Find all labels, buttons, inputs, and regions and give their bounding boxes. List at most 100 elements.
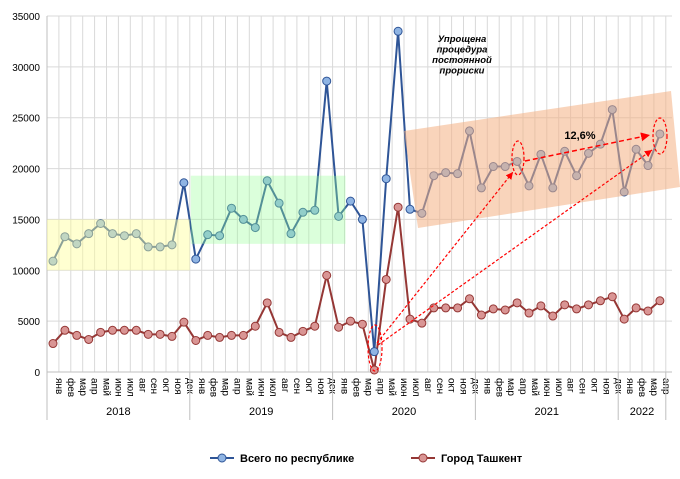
data-point-total [250, 223, 260, 233]
x-year-label: 2020 [392, 406, 416, 418]
y-tick-label: 35000 [12, 12, 40, 23]
data-point-tashkent [215, 332, 225, 342]
x-year-label: 2018 [106, 406, 130, 418]
x-tick-month-label: янв [339, 378, 350, 394]
x-tick-month-label: окт [160, 378, 171, 393]
x-tick-month-label: янв [196, 378, 207, 394]
highlight-apr-2020 [367, 324, 383, 372]
x-tick-month-label: апр [374, 378, 385, 395]
series-line-tashkent [52, 207, 661, 371]
y-tick-label: 10000 [12, 266, 40, 277]
x-tick-month-label: ноя [315, 378, 326, 395]
x-tick-month-label: фев [493, 378, 505, 397]
data-point-total [48, 256, 58, 266]
data-point-tashkent [631, 303, 641, 313]
data-point-tashkent [607, 292, 617, 302]
y-tick-label: 0 [34, 368, 40, 379]
x-tick-month-label: авг [565, 378, 576, 393]
x-tick-month-label: июн [113, 378, 124, 397]
data-point-tashkent [60, 325, 70, 335]
data-point-tashkent [262, 298, 272, 308]
annotation-note-line: прориски [440, 66, 485, 77]
data-point-total [179, 178, 189, 188]
data-point-total [131, 229, 141, 239]
data-point-tashkent [405, 314, 415, 324]
x-tick-month-label: сен [577, 378, 588, 394]
data-point-tashkent [84, 334, 94, 344]
x-tick-month-label: мар [648, 378, 659, 396]
data-point-tashkent [476, 310, 486, 320]
x-tick-month-label: авг [422, 378, 433, 393]
x-tick-month-label: июн [398, 378, 409, 397]
data-point-tashkent [238, 330, 248, 340]
data-point-tashkent [48, 339, 58, 349]
data-point-total [60, 232, 70, 242]
data-point-total [167, 240, 177, 250]
data-point-total [238, 214, 248, 224]
x-tick-month-label: ноя [172, 378, 183, 395]
data-point-total [108, 229, 117, 239]
data-point-tashkent [191, 335, 201, 345]
x-tick-month-label: окт [446, 378, 457, 393]
y-tick-label: 20000 [12, 165, 40, 176]
x-tick-month-label: май [101, 378, 112, 396]
x-tick-month-label: авг [279, 378, 290, 393]
data-point-total [191, 254, 201, 264]
data-point-tashkent [72, 330, 82, 340]
data-point-total [143, 242, 153, 252]
arrow-2020-2022 [377, 149, 653, 346]
data-point-tashkent [453, 303, 463, 313]
data-point-total [357, 214, 367, 224]
data-point-tashkent [465, 294, 474, 304]
data-point-total [298, 207, 308, 217]
x-tick-month-label: апр [517, 378, 528, 395]
legend-marker [418, 453, 428, 463]
y-tick-label: 30000 [12, 63, 40, 74]
data-point-tashkent [108, 325, 117, 335]
legend-marker [217, 453, 227, 463]
band-2018 [47, 219, 190, 271]
annotation-note-line: постоянной [432, 55, 492, 66]
data-point-total [274, 198, 284, 208]
data-point-tashkent [334, 322, 344, 332]
data-point-tashkent [274, 327, 284, 337]
data-point-tashkent [524, 308, 534, 318]
annotation-note-line: Упрощена [438, 34, 487, 45]
data-point-total [119, 231, 129, 241]
y-tick-label: 5000 [18, 317, 41, 328]
highlight-apr-2022 [652, 117, 668, 155]
y-tick-label: 15000 [12, 215, 40, 226]
data-point-tashkent [369, 365, 379, 375]
data-point-tashkent [357, 319, 367, 329]
data-point-tashkent [417, 318, 427, 328]
data-point-tashkent [143, 329, 153, 339]
data-point-tashkent [595, 296, 605, 306]
data-point-tashkent [619, 314, 629, 324]
data-point-tashkent [393, 202, 403, 212]
x-tick-month-label: мар [505, 378, 516, 396]
data-point-tashkent [346, 316, 355, 326]
x-tick-month-label: апр [89, 378, 100, 395]
x-tick-month-label: сен [434, 378, 445, 394]
data-point-tashkent [429, 303, 439, 313]
data-point-tashkent [584, 300, 593, 310]
x-tick-month-label: янв [624, 378, 635, 394]
data-point-tashkent [536, 301, 546, 311]
data-point-total [96, 218, 106, 228]
data-point-tashkent [286, 332, 296, 342]
growth-label: 12,6% [564, 130, 595, 142]
data-point-total [369, 347, 379, 357]
band-trend [404, 91, 680, 228]
x-tick-month-label: фев [65, 378, 77, 397]
x-tick-month-label: мар [362, 378, 373, 396]
x-tick-month-label: июн [255, 378, 266, 397]
data-point-tashkent [655, 296, 665, 306]
data-point-total [322, 76, 332, 86]
x-tick-month-label: янв [481, 378, 492, 394]
data-point-total [262, 176, 272, 186]
x-tick-month-label: ноя [600, 378, 611, 395]
x-year-label: 2019 [249, 406, 273, 418]
data-point-tashkent [500, 305, 510, 315]
